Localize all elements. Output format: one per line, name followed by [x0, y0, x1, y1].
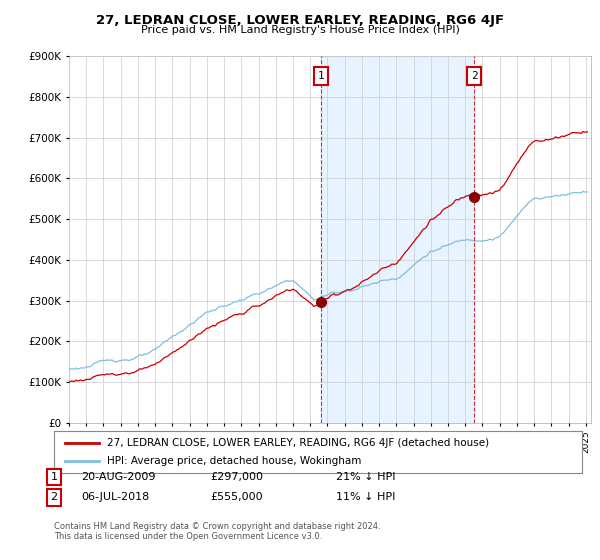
Text: 11% ↓ HPI: 11% ↓ HPI — [336, 492, 395, 502]
Text: 06-JUL-2018: 06-JUL-2018 — [81, 492, 149, 502]
Text: Contains HM Land Registry data © Crown copyright and database right 2024.
This d: Contains HM Land Registry data © Crown c… — [54, 522, 380, 542]
Text: 2: 2 — [50, 492, 58, 502]
Text: Price paid vs. HM Land Registry's House Price Index (HPI): Price paid vs. HM Land Registry's House … — [140, 25, 460, 35]
Bar — [321, 56, 474, 423]
Text: 1: 1 — [318, 71, 325, 81]
Text: 21% ↓ HPI: 21% ↓ HPI — [336, 472, 395, 482]
Text: 20-AUG-2009: 20-AUG-2009 — [81, 472, 155, 482]
Text: 2: 2 — [470, 71, 478, 81]
Text: HPI: Average price, detached house, Wokingham: HPI: Average price, detached house, Woki… — [107, 456, 361, 466]
Text: 27, LEDRAN CLOSE, LOWER EARLEY, READING, RG6 4JF: 27, LEDRAN CLOSE, LOWER EARLEY, READING,… — [96, 14, 504, 27]
Text: 1: 1 — [50, 472, 58, 482]
Text: £555,000: £555,000 — [210, 492, 263, 502]
Text: 27, LEDRAN CLOSE, LOWER EARLEY, READING, RG6 4JF (detached house): 27, LEDRAN CLOSE, LOWER EARLEY, READING,… — [107, 438, 489, 448]
Text: £297,000: £297,000 — [210, 472, 263, 482]
